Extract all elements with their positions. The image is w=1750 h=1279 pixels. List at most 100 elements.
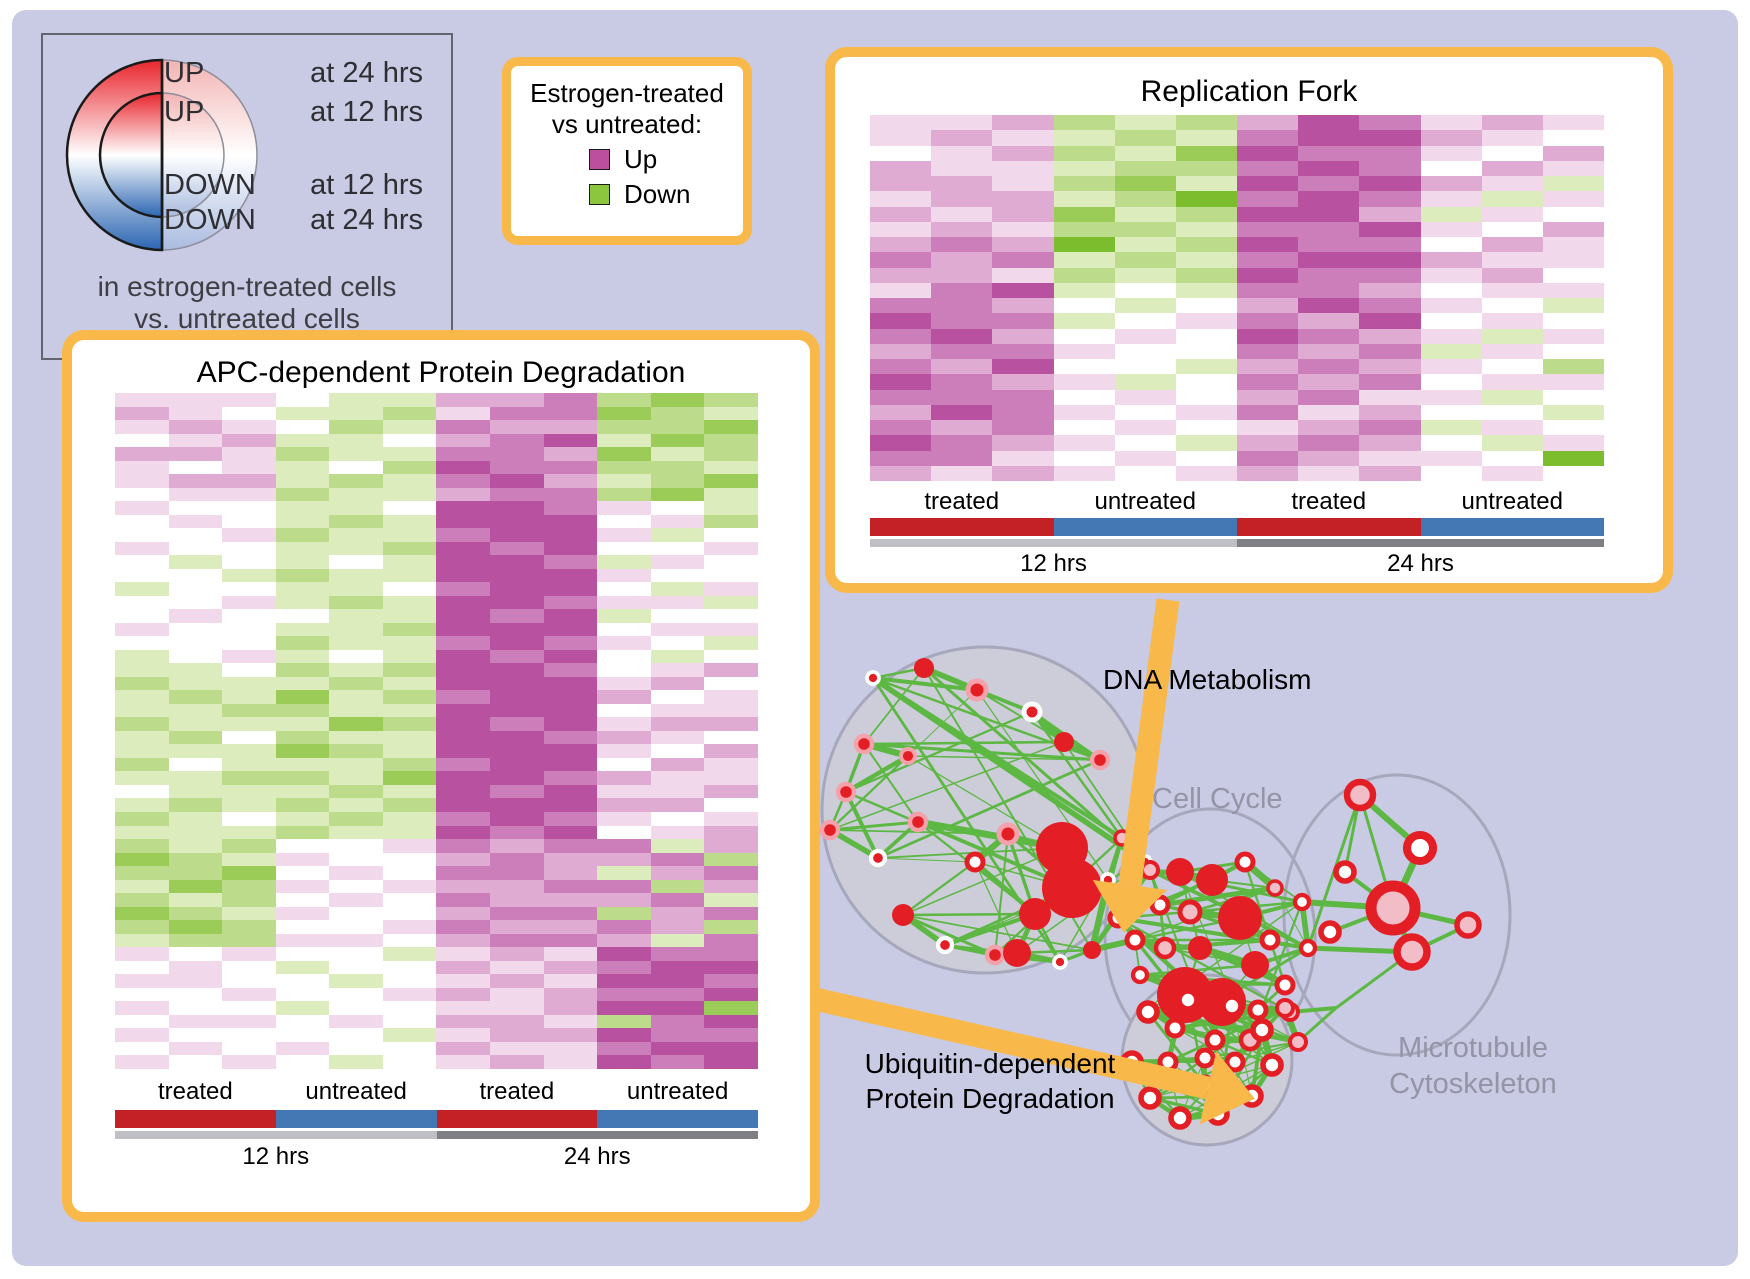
heatmap-cell [1053, 465, 1115, 481]
heatmap-cell [543, 906, 598, 921]
heatmap-cell [1542, 450, 1604, 466]
apc-group-untreated-24: untreated [626, 1078, 729, 1105]
condition-bar-segment [597, 1110, 758, 1128]
heatmap-cell [1420, 130, 1482, 146]
heatmap-cell [168, 582, 223, 596]
heatmap-cell [870, 313, 932, 329]
heatmap-cell [115, 987, 169, 1002]
heatmap-cell [436, 811, 491, 826]
heatmap-cell [168, 393, 223, 407]
condition-bar-segment [870, 518, 1054, 536]
heatmap-cell [382, 1028, 437, 1042]
rf-group-treated-12: treated [924, 488, 1000, 515]
network-node [1220, 994, 1244, 1018]
heatmap-cell [329, 717, 383, 731]
fold-change-rings-graphic [65, 58, 258, 252]
heatmap-cell [543, 1041, 598, 1056]
heatmap-cell [1481, 313, 1543, 329]
heatmap-cell [115, 960, 169, 975]
heatmap-cell [597, 595, 651, 610]
heatmap-cell [543, 433, 598, 448]
heatmap-cell [275, 1014, 330, 1029]
heatmap-cell [597, 690, 651, 704]
heatmap-cell [275, 757, 330, 772]
heatmap-cell [382, 744, 437, 758]
heatmap-cell [115, 568, 169, 583]
fold-change-legend-box: UP UP DOWN DOWN at 24 hrs at 12 hrs at 1… [41, 33, 453, 360]
heatmap-cell [436, 622, 491, 637]
heatmap-cell [382, 784, 437, 799]
heatmap-cell [490, 947, 544, 961]
heatmap-cell [704, 933, 758, 948]
heatmap-cell [168, 866, 223, 880]
heatmap-cell [597, 757, 651, 772]
heatmap-cell [115, 866, 169, 880]
heatmap-cell [1542, 252, 1604, 268]
heatmap-cell [115, 1028, 169, 1042]
heatmap-cell [222, 933, 276, 948]
heatmap-cell [329, 595, 383, 610]
heatmap-cell [1114, 313, 1176, 329]
heatmap-cell [490, 1001, 544, 1015]
heatmap-cell [597, 933, 651, 948]
heatmap-cell [992, 267, 1054, 283]
heatmap-cell [870, 374, 932, 390]
heatmap-cell [382, 622, 437, 637]
up-color-swatch [589, 149, 610, 170]
heatmap-cell [650, 501, 705, 515]
heatmap-cell [650, 528, 705, 542]
heatmap-cell [1237, 359, 1299, 375]
heatmap-cell [870, 206, 932, 222]
heatmap-cell [597, 825, 651, 840]
heatmap-cell [1542, 267, 1604, 283]
heatmap-cell [329, 920, 383, 934]
heatmap-cell [115, 811, 169, 826]
heatmap-cell [597, 636, 651, 650]
heatmap-cell [115, 420, 169, 434]
heatmap-cell [650, 852, 705, 867]
heatmap-cell [436, 541, 491, 556]
heatmap-cell [543, 852, 598, 867]
heatmap-cell [1542, 176, 1604, 192]
heatmap-cell [329, 744, 383, 758]
network-edge [829, 820, 919, 832]
heatmap-cell [115, 501, 169, 515]
ubiquitin-label-line2: Protein Degradation [865, 1083, 1115, 1114]
heatmap-cell [329, 447, 383, 461]
heatmap-cell [870, 130, 932, 146]
heatmap-cell [275, 798, 330, 812]
heatmap-cell [168, 744, 223, 758]
heatmap-cell [597, 649, 651, 664]
heatmap-cell [436, 960, 491, 975]
heatmap-cell [329, 501, 383, 515]
heatmap-cell [222, 541, 276, 556]
heatmap-cell [704, 960, 758, 975]
heatmap-cell [115, 703, 169, 718]
heatmap-cell [650, 1014, 705, 1029]
heatmap-cell [543, 420, 598, 434]
heatmap-cell [1420, 313, 1482, 329]
heatmap-cell [1175, 313, 1237, 329]
panel-to-cluster-arrow-shaft [1118, 598, 1180, 887]
heatmap-cell [168, 771, 223, 785]
rf-time-labels: 12 hrs 24 hrs [870, 550, 1604, 578]
heatmap-cell [222, 920, 276, 934]
network-node [1166, 858, 1194, 886]
heatmap-cell [275, 730, 330, 745]
time-bar-segment [1237, 539, 1604, 547]
heatmap-cell [1053, 450, 1115, 466]
heatmap-cell [704, 406, 758, 421]
heatmap-cell [382, 568, 437, 583]
heatmap-cell [168, 1041, 223, 1056]
heatmap-cell [490, 811, 544, 826]
heatmap-cell [436, 987, 491, 1002]
heatmap-cell [1114, 115, 1176, 131]
heatmap-cell [931, 252, 993, 268]
network-node [1130, 965, 1150, 985]
heatmap-cell [704, 487, 758, 502]
heatmap-cell [650, 649, 705, 664]
heatmap-cell [597, 730, 651, 745]
heatmap-cell [704, 1014, 758, 1029]
heatmap-cell [1053, 328, 1115, 344]
heatmap-cell [382, 1001, 437, 1015]
